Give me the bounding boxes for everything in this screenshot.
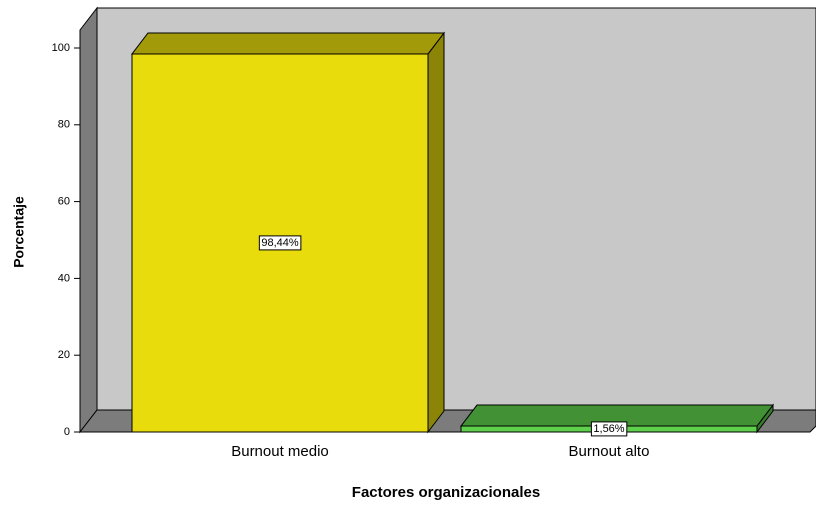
y-tick-label: 20 (58, 349, 70, 361)
y-tick-label: 80 (58, 119, 70, 131)
x-axis-title: Factores organizacionales (352, 484, 540, 501)
y-tick-label: 0 (64, 426, 70, 438)
y-tick-label: 60 (58, 196, 70, 208)
side-wall (79, 6, 98, 434)
bar-side (427, 31, 445, 434)
value-label: 98,44% (261, 237, 299, 249)
value-label-box (590, 421, 628, 437)
y-axis-title: Porcentaje (11, 196, 27, 268)
x-tick-label: Burnout medio (231, 443, 329, 460)
value-label: 1,56% (593, 423, 624, 435)
x-tick-label: Burnout alto (569, 443, 650, 460)
value-label-box (258, 235, 302, 251)
y-tick-label: 100 (52, 42, 70, 54)
bar-top (130, 32, 446, 55)
y-tick-label: 40 (58, 272, 70, 284)
